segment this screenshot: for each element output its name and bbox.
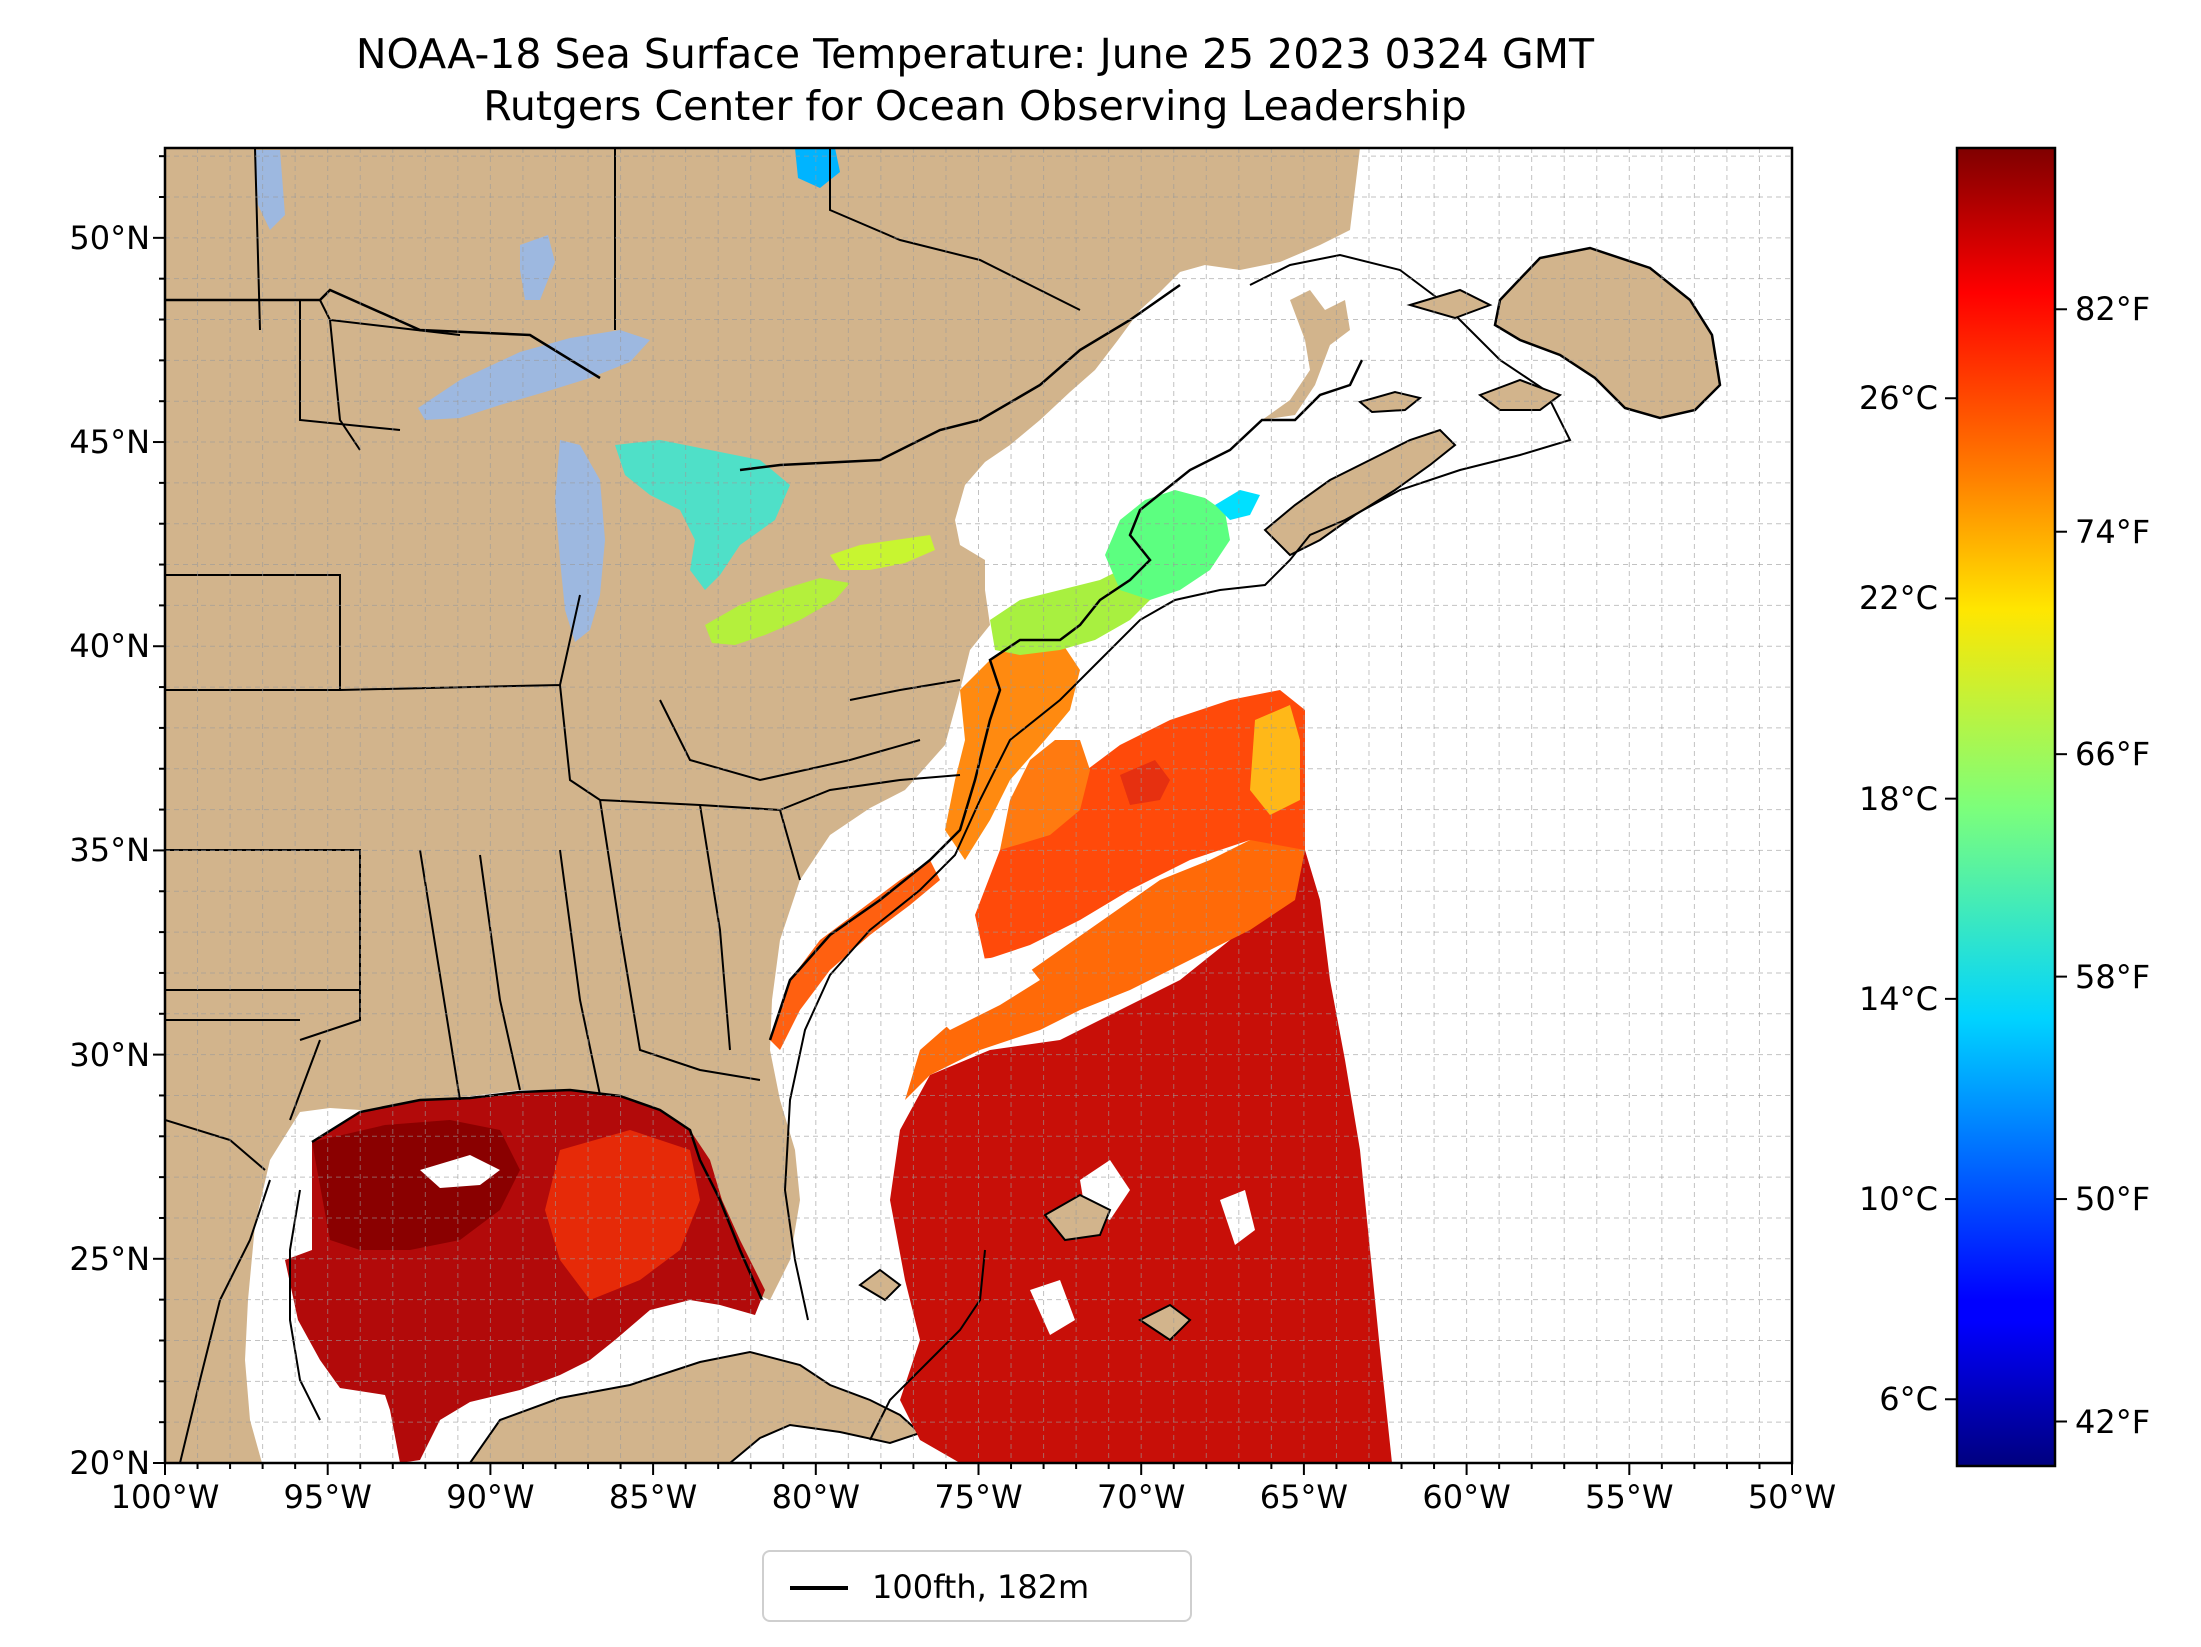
bathymetry-100fth bbox=[289, 253, 1572, 1441]
lat-tick-label: 30°N bbox=[69, 1035, 150, 1074]
east-coast-coastline bbox=[311, 359, 1364, 1301]
map-minor-ticks bbox=[153, 155, 1793, 1475]
sst-eastern-strip bbox=[1250, 705, 1300, 815]
map-gridlines bbox=[164, 148, 1793, 1464]
lon-tick-label: 85°W bbox=[608, 1478, 698, 1516]
lon-tick-label: 50°W bbox=[1747, 1478, 1837, 1516]
lat-tick-label: 20°N bbox=[69, 1444, 150, 1482]
lake-winnipeg-area bbox=[520, 235, 555, 300]
sst-bay-of-fundy bbox=[1215, 490, 1260, 520]
colorbar-celsius-label: 26°C bbox=[1858, 379, 1938, 418]
lake-ontario bbox=[830, 535, 935, 570]
lat-tick-label: 45°N bbox=[69, 423, 150, 462]
island-outlines bbox=[858, 288, 1563, 1342]
cuba-land bbox=[468, 1350, 922, 1463]
prince-edward-island bbox=[1357, 390, 1423, 414]
sst-gulf-stream-north bbox=[1000, 740, 1090, 850]
lake-huron bbox=[615, 440, 790, 590]
canadian-maritimes-land bbox=[1262, 290, 1350, 420]
lon-tick-label: 75°W bbox=[934, 1478, 1023, 1516]
lat-tick-label: 40°N bbox=[69, 627, 150, 666]
newfoundland-land bbox=[1493, 246, 1722, 420]
colorbar-celsius-ticks bbox=[1945, 397, 1957, 1401]
legend-line-swatch bbox=[790, 1586, 848, 1590]
legend: 100fth, 182m bbox=[762, 1550, 1192, 1622]
map-title: NOAA-18 Sea Surface Temperature: June 25… bbox=[355, 30, 1595, 78]
colorbar-celsius-label: 14°C bbox=[1858, 979, 1938, 1018]
lon-tick-label: 70°W bbox=[1097, 1478, 1186, 1516]
sst-offshore-patch bbox=[1120, 760, 1170, 805]
cloud-gulf bbox=[420, 1155, 500, 1188]
lon-tick-label: 80°W bbox=[771, 1478, 860, 1516]
map-frame bbox=[163, 146, 1794, 1465]
country-border-canada-us bbox=[165, 283, 1181, 472]
colorbar-fahrenheit-label: 66°F bbox=[2075, 735, 2151, 774]
lake-michigan bbox=[555, 440, 605, 642]
sst-gulf-east-patch bbox=[545, 1130, 700, 1300]
colorbar-fahrenheit-label: 74°F bbox=[2075, 512, 2151, 551]
lake-erie bbox=[705, 578, 850, 645]
lon-tick-label: 95°W bbox=[283, 1478, 372, 1516]
lon-tick-label: 100°W bbox=[110, 1478, 220, 1516]
legend-label: 100fth, 182m bbox=[872, 1568, 1090, 1606]
colorbar-celsius-label: 18°C bbox=[1858, 779, 1938, 818]
hudson-bay-water bbox=[795, 148, 840, 188]
sst-atlantic-orange-band bbox=[905, 820, 1305, 1100]
lat-tick-label: 25°N bbox=[69, 1239, 150, 1278]
colorbar-fahrenheit-label: 50°F bbox=[2075, 1180, 2151, 1219]
lat-tick-label: 50°N bbox=[69, 218, 150, 257]
lat-tick-label: 35°N bbox=[69, 831, 150, 870]
colorbar-fahrenheit-ticks bbox=[2055, 308, 2067, 1423]
cloud-atlantic-4 bbox=[1030, 1280, 1075, 1335]
lake-superior bbox=[418, 330, 650, 420]
lon-tick-label: 65°W bbox=[1259, 1478, 1349, 1516]
sst-atlantic-mid bbox=[975, 690, 1305, 960]
cloud-atlantic-1 bbox=[920, 955, 1040, 1030]
canada-province-borders bbox=[254, 148, 1081, 331]
colorbar-celsius-label: 6°C bbox=[1879, 1380, 1938, 1419]
lon-tick-label: 60°W bbox=[1422, 1478, 1511, 1516]
map-subtitle: Rutgers Center for Ocean Observing Leade… bbox=[483, 82, 1467, 130]
north-america-land bbox=[165, 148, 1360, 1463]
colorbar-celsius-label: 10°C bbox=[1858, 1180, 1938, 1219]
lon-tick-label: 55°W bbox=[1585, 1478, 1674, 1516]
colorbar-fahrenheit-label: 82°F bbox=[2075, 290, 2151, 329]
colorbar-gradient bbox=[1955, 146, 2057, 1468]
colorbar-fahrenheit-label: 58°F bbox=[2075, 957, 2151, 996]
lon-tick-label: 90°W bbox=[446, 1478, 535, 1516]
colorbar-celsius-label: 22°C bbox=[1858, 579, 1938, 618]
colorbar-fahrenheit-label: 42°F bbox=[2075, 1402, 2151, 1441]
